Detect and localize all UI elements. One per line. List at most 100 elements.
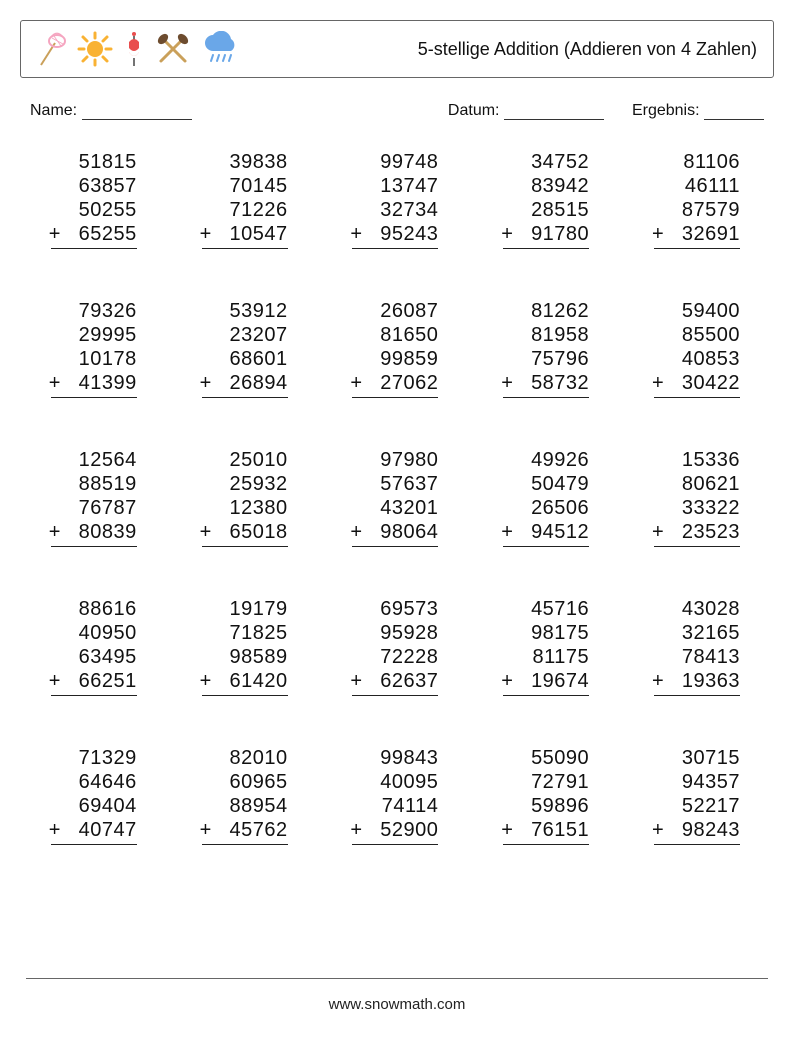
- addend: 10178: [79, 347, 137, 371]
- addend: 64646: [79, 770, 137, 794]
- addend-last: +45762: [202, 818, 288, 845]
- addend: 72791: [531, 770, 589, 794]
- addend: 63495: [79, 645, 137, 669]
- worksheet-title: 5-stellige Addition (Addieren von 4 Zahl…: [418, 39, 757, 60]
- addition-problem: 550907279159896+76151: [478, 746, 617, 849]
- addend: 34752: [531, 150, 589, 174]
- addend-last: +76151: [503, 818, 589, 845]
- addend: 60965: [229, 770, 287, 794]
- addition-problem: 594008550040853+30422: [629, 299, 768, 402]
- addend-last: +19674: [503, 669, 589, 696]
- addend-last: +10547: [202, 222, 288, 249]
- addend: 46111: [685, 174, 740, 198]
- addend: 29995: [79, 323, 137, 347]
- addend: 32734: [380, 198, 438, 222]
- addend-last: +62637: [352, 669, 438, 696]
- addend-last: +98243: [654, 818, 740, 845]
- addend: 85500: [682, 323, 740, 347]
- addition-problem: 430283216578413+19363: [629, 597, 768, 700]
- addition-problem: 811064611187579+32691: [629, 150, 768, 253]
- addition-problem: 250102593212380+65018: [177, 448, 316, 551]
- addend-last: +52900: [352, 818, 438, 845]
- addend-last: +94512: [503, 520, 589, 547]
- addend-last: +26894: [202, 371, 288, 398]
- addend-last: +23523: [654, 520, 740, 547]
- addend-last: +58732: [503, 371, 589, 398]
- addend-last: +98064: [352, 520, 438, 547]
- header-bar: 5-stellige Addition (Addieren von 4 Zahl…: [20, 20, 774, 78]
- addend: 30715: [682, 746, 740, 770]
- addend: 99748: [380, 150, 438, 174]
- addend-last: +65255: [51, 222, 137, 249]
- addition-problem: 793262999510178+41399: [26, 299, 165, 402]
- addend: 69573: [380, 597, 438, 621]
- addend: 98589: [229, 645, 287, 669]
- footer-text: www.snowmath.com: [0, 996, 794, 1013]
- addend: 12564: [79, 448, 137, 472]
- result-blank[interactable]: [704, 105, 764, 120]
- addition-problem: 307159435752217+98243: [629, 746, 768, 849]
- addend: 98175: [531, 621, 589, 645]
- addend: 71226: [229, 198, 287, 222]
- date-label: Datum:: [448, 102, 500, 119]
- addend: 76787: [79, 496, 137, 520]
- addend: 88954: [229, 794, 287, 818]
- oars-icon: [155, 31, 191, 67]
- addend: 80621: [682, 472, 740, 496]
- addend: 79326: [79, 299, 137, 323]
- date-blank[interactable]: [504, 105, 604, 120]
- addend-last: +41399: [51, 371, 137, 398]
- addend: 40853: [682, 347, 740, 371]
- addition-problem: 695739592872228+62637: [328, 597, 467, 700]
- addend-last: +65018: [202, 520, 288, 547]
- addend-last: +80839: [51, 520, 137, 547]
- addend: 49926: [531, 448, 589, 472]
- addend: 25010: [229, 448, 287, 472]
- addend: 88519: [79, 472, 137, 496]
- addend: 59896: [531, 794, 589, 818]
- addend-last: +61420: [202, 669, 288, 696]
- name-blank[interactable]: [82, 105, 192, 120]
- addend: 52217: [682, 794, 740, 818]
- addend: 71825: [229, 621, 287, 645]
- addend: 94357: [682, 770, 740, 794]
- addend-last: +30422: [654, 371, 740, 398]
- addend-last: +19363: [654, 669, 740, 696]
- addend: 19179: [229, 597, 287, 621]
- addend: 32165: [682, 621, 740, 645]
- addend: 81262: [531, 299, 589, 323]
- addition-problem: 153368062133322+23523: [629, 448, 768, 551]
- addend: 75796: [531, 347, 589, 371]
- addend: 51815: [79, 150, 137, 174]
- addend-last: +40747: [51, 818, 137, 845]
- addend: 40950: [79, 621, 137, 645]
- addend: 40095: [380, 770, 438, 794]
- addend: 72228: [380, 645, 438, 669]
- addend: 33322: [682, 496, 740, 520]
- float-icon: [123, 30, 145, 68]
- addend: 26506: [531, 496, 589, 520]
- addend: 59400: [682, 299, 740, 323]
- addition-problem: 539122320768601+26894: [177, 299, 316, 402]
- result-label: Ergebnis:: [632, 102, 700, 119]
- net-icon: [37, 31, 67, 67]
- addend: 69404: [79, 794, 137, 818]
- addend: 99843: [380, 746, 438, 770]
- addend: 53912: [229, 299, 287, 323]
- addition-problem: 347528394228515+91780: [478, 150, 617, 253]
- addition-problem: 499265047926506+94512: [478, 448, 617, 551]
- addend: 50255: [79, 198, 137, 222]
- addend: 15336: [682, 448, 740, 472]
- addend: 57637: [380, 472, 438, 496]
- addend: 55090: [531, 746, 589, 770]
- addend: 45716: [531, 597, 589, 621]
- sun-icon: [77, 31, 113, 67]
- addition-problem: 260878165099859+27062: [328, 299, 467, 402]
- addition-problem: 812628195875796+58732: [478, 299, 617, 402]
- addition-problem: 398387014571226+10547: [177, 150, 316, 253]
- addend: 28515: [531, 198, 589, 222]
- footer-rule: [26, 978, 768, 979]
- addition-problem: 998434009574114+52900: [328, 746, 467, 849]
- addend-last: +32691: [654, 222, 740, 249]
- addend: 71329: [79, 746, 137, 770]
